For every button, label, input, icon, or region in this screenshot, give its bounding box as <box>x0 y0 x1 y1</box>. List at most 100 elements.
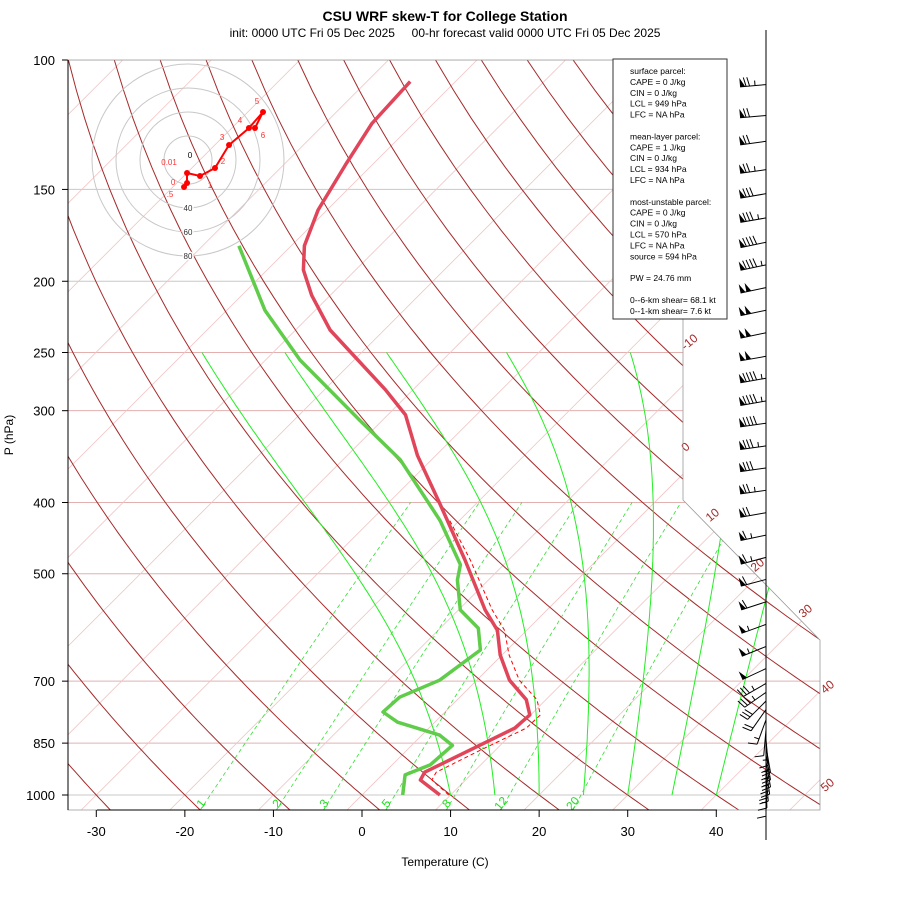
barb-full <box>749 371 754 381</box>
wind-barb <box>738 623 767 634</box>
wind-barb <box>738 282 767 294</box>
moist-adiabat <box>284 352 496 796</box>
barb-shaft <box>765 775 769 802</box>
barb-shaft <box>740 217 767 223</box>
barb-full <box>749 187 754 197</box>
hodograph-ring-label: 40 <box>184 204 193 213</box>
barb-pennant <box>738 624 747 634</box>
barb-full <box>745 372 751 382</box>
dry-adiabat <box>205 60 820 810</box>
isotherm <box>68 60 212 810</box>
wind-barb <box>739 163 767 174</box>
info-line: LCL = 949 hPa <box>630 99 687 109</box>
isotherm <box>700 60 820 810</box>
wind-barb <box>738 576 767 587</box>
barb-shaft <box>740 193 767 199</box>
barb-pennant <box>738 508 746 518</box>
barb-half <box>751 695 756 701</box>
barb-shaft <box>740 84 767 88</box>
barb-full <box>752 371 758 381</box>
barb-full <box>742 484 747 494</box>
hodograph-ring <box>115 87 261 233</box>
barb-half <box>750 556 753 562</box>
wind-barb <box>738 187 767 199</box>
barb-full <box>745 212 751 221</box>
barb-shaft <box>765 768 771 795</box>
barb-full <box>752 235 758 245</box>
x-tick-label: 0 <box>358 824 365 839</box>
info-line: CAPE = 1 J/kg <box>630 142 686 152</box>
barb-full <box>741 576 748 585</box>
barb-shaft <box>740 534 767 542</box>
dry-adiabat-label: 50 <box>818 775 837 795</box>
barb-full <box>749 416 754 426</box>
wind-barb <box>738 305 767 317</box>
wind-barb <box>739 134 767 146</box>
isotherm <box>611 60 820 810</box>
barb-half <box>760 260 763 266</box>
barb-full <box>745 416 751 426</box>
dry-adiabat <box>756 60 820 810</box>
barb-pennant <box>738 555 746 565</box>
wind-barb <box>739 460 767 473</box>
barb-full <box>742 188 747 198</box>
hodograph-point-label: 3 <box>220 133 225 142</box>
wind-barb <box>739 415 767 428</box>
x-tick-label: -20 <box>175 824 194 839</box>
y-tick-label: 200 <box>33 274 55 289</box>
barb-full <box>749 438 754 448</box>
barb-half <box>746 625 750 631</box>
barb-pennant <box>744 328 752 337</box>
info-line: CAPE = 0 J/kg <box>630 208 686 218</box>
y-tick-label: 300 <box>33 404 55 419</box>
mixing-ratio-label: 1 <box>193 796 208 810</box>
barb-full <box>745 483 751 493</box>
barb-pennant <box>738 671 747 680</box>
isotherm <box>68 60 301 810</box>
barb-pennant <box>744 305 752 315</box>
moist-adiabat <box>201 352 452 796</box>
hodograph-point-label: 2 <box>221 157 226 166</box>
barb-full <box>749 236 754 246</box>
barb-pennant <box>739 440 746 450</box>
dry-adiabat <box>113 60 740 810</box>
profiles <box>237 80 541 797</box>
barb-half <box>757 214 760 220</box>
barb-full <box>742 372 747 382</box>
barb-full <box>742 461 747 471</box>
info-line: CIN = 0 J/kg <box>630 153 677 163</box>
barb-shaft <box>740 309 767 317</box>
wind-barb <box>737 691 767 708</box>
barb-pennant <box>744 350 752 360</box>
mixing-ratio-line <box>199 502 411 810</box>
hodograph-point <box>197 172 203 179</box>
barb-half <box>746 648 750 654</box>
moist-adiabat <box>627 352 654 796</box>
barb-full <box>744 709 753 715</box>
dry-adiabat-label: -10 <box>678 331 701 353</box>
dewpoint-line <box>237 245 483 796</box>
barb-pennant <box>738 531 746 541</box>
mixing-ratio-label: 3 <box>316 796 331 810</box>
info-line: surface parcel: <box>630 66 686 76</box>
barb-full <box>746 108 751 118</box>
barb-full <box>752 258 758 268</box>
dry-adiabat <box>710 60 820 810</box>
barb-full <box>749 394 754 404</box>
y-tick-label: 150 <box>33 182 55 197</box>
y-tick-label: 850 <box>33 736 55 751</box>
wind-barb <box>742 709 767 732</box>
dry-adiabat <box>68 60 561 810</box>
barb-full <box>741 599 748 609</box>
barb-shaft <box>743 682 767 697</box>
dry-adiabat <box>68 60 202 810</box>
x-tick-label: 40 <box>709 824 723 839</box>
barb-full <box>742 711 751 718</box>
barb-full <box>742 439 747 449</box>
barb-half <box>757 441 760 448</box>
isotherm <box>68 60 389 810</box>
chart-title: CSU WRF skew-T for College Station <box>322 8 567 24</box>
barb-pennant <box>738 306 746 316</box>
info-box-frame <box>612 58 728 320</box>
